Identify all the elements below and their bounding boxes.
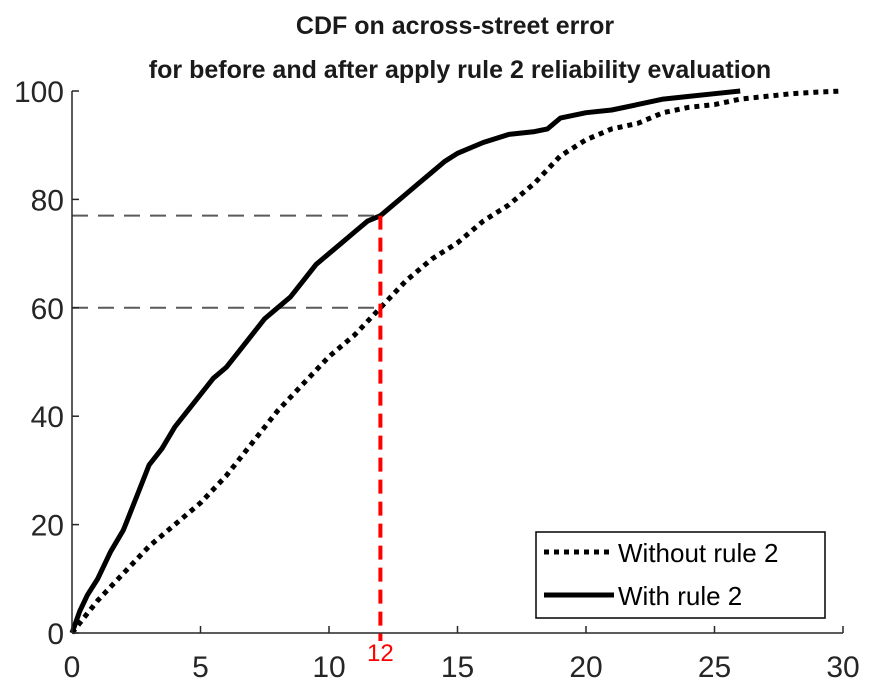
x-tick-label: 30 bbox=[826, 651, 859, 680]
y-tick-label: 40 bbox=[31, 401, 64, 434]
chart-title: CDF on across-street error bbox=[296, 12, 614, 40]
vertical-reference-label: 12 bbox=[367, 640, 394, 667]
y-tick-label: 0 bbox=[47, 618, 64, 651]
y-tick-label: 100 bbox=[14, 76, 64, 109]
y-tick-label: 80 bbox=[31, 184, 64, 217]
chart-subtitle: for before and after apply rule 2 reliab… bbox=[149, 56, 771, 84]
series-line-with-rule-2 bbox=[69, 88, 741, 634]
ticks-layer: 0 20 40 60 80 100 0 5 10 15 20 25 30 bbox=[14, 76, 860, 680]
legend-box bbox=[535, 531, 826, 619]
x-tick-label: 15 bbox=[441, 651, 474, 680]
annotation-layer: 12 bbox=[367, 215, 394, 667]
y-tick-label: 20 bbox=[31, 510, 64, 543]
legend: Without rule 2 With rule 2 bbox=[535, 531, 826, 619]
x-tick-label: 20 bbox=[569, 651, 602, 680]
x-tick-label: 25 bbox=[698, 651, 731, 680]
x-tick-label: 0 bbox=[64, 651, 81, 680]
legend-label-without-rule-2: Without rule 2 bbox=[618, 538, 778, 568]
y-tick-label: 60 bbox=[31, 293, 64, 326]
x-tick-label: 10 bbox=[312, 651, 345, 680]
series-layer bbox=[69, 88, 844, 635]
x-tick-label: 5 bbox=[192, 651, 209, 680]
legend-label-with-rule-2: With rule 2 bbox=[618, 581, 742, 611]
